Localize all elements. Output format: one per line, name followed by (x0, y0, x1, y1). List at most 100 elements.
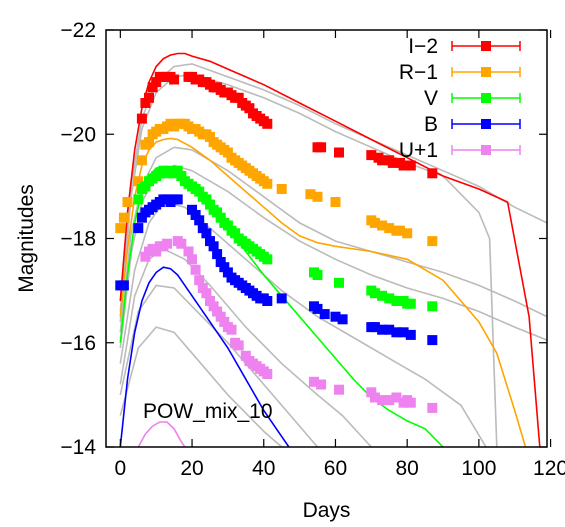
data-point-4-16 (208, 301, 219, 312)
model-curves (119, 52, 541, 447)
data-point-4-15 (205, 296, 215, 306)
x-tick-label: 60 (324, 457, 347, 480)
model-line-1 (119, 137, 527, 447)
x-tick-label: 0 (114, 457, 126, 480)
data-point-2-0 (133, 194, 144, 205)
data-point-3-35 (262, 296, 273, 306)
data-point-3-45 (384, 324, 395, 335)
data-point-0-38 (377, 155, 388, 166)
data-point-1-3 (133, 176, 144, 187)
data-point-4-18 (215, 311, 226, 322)
data-point-4-3 (151, 246, 162, 257)
data-point-2-39 (334, 277, 344, 288)
x-tick-label: 80 (395, 457, 418, 480)
data-point-4-36 (377, 395, 388, 406)
data-point-4-6 (162, 238, 172, 249)
data-point-0-9 (169, 74, 180, 85)
data-point-0-34 (316, 142, 327, 153)
data-point-3-14 (187, 204, 197, 215)
data-point-2-36 (262, 254, 273, 265)
data-point-1-6 (144, 137, 154, 148)
data-point-0-1 (140, 98, 151, 108)
data-point-3-23 (219, 262, 230, 273)
data-point-4-41 (405, 397, 416, 408)
data-point-2-44 (391, 296, 402, 306)
model-line-4 (137, 421, 186, 447)
data-point-2-22 (212, 207, 223, 218)
data-point-2-47 (405, 298, 416, 309)
y-axis-title: Magnitudes (15, 184, 38, 293)
data-point-1-40 (276, 184, 287, 194)
comparison-model-line-7 (119, 326, 283, 447)
data-point-4-23 (233, 340, 244, 351)
data-point-2-38 (312, 270, 323, 280)
legend-marker-0 (481, 41, 491, 51)
data-point-2-25 (222, 220, 233, 231)
x-tick-label: 120 (533, 457, 565, 480)
data-point-3-39 (319, 309, 330, 320)
data-point-4-38 (391, 392, 402, 403)
y-tick-label: −20 (60, 123, 96, 146)
data-point-3-48 (405, 329, 416, 340)
data-point-2-27 (230, 228, 241, 239)
data-point-4-42 (427, 402, 438, 413)
data-point-4-37 (384, 395, 395, 406)
data-point-4-31 (309, 376, 319, 387)
data-point-0-42 (398, 160, 409, 171)
data-point-1-49 (395, 225, 405, 236)
data-point-2-23 (215, 212, 226, 223)
plot-frame (105, 29, 548, 448)
y-tick-label: −16 (60, 332, 96, 355)
y-tick-label: −18 (60, 228, 96, 251)
x-tick-label: 20 (180, 457, 203, 480)
data-point-3-22 (215, 257, 226, 267)
data-point-3-40 (330, 311, 341, 322)
data-point-3-15 (190, 210, 201, 220)
data-point-2-2 (140, 181, 151, 192)
legend-label-1: R−1 (399, 61, 438, 84)
data-point-3-46 (391, 327, 402, 338)
data-point-4-0 (140, 251, 151, 262)
data-point-4-14 (201, 288, 212, 299)
data-point-0-27 (244, 103, 255, 114)
data-point-1-28 (222, 147, 233, 158)
data-point-0-2 (144, 92, 154, 103)
data-point-3-36 (276, 293, 287, 304)
data-point-1-4 (136, 155, 147, 166)
data-point-1-43 (330, 197, 341, 207)
data-point-0-43 (405, 160, 416, 171)
data-point-3-3 (136, 212, 147, 223)
comparison-model-line-6 (119, 284, 319, 447)
data-point-3-44 (377, 324, 388, 335)
data-point-4-32 (316, 379, 327, 390)
data-point-3-2 (133, 223, 144, 234)
data-point-3-38 (312, 303, 323, 314)
data-point-4-11 (190, 264, 201, 275)
legend: I−2 R−1 VB U+1 (399, 35, 521, 162)
data-point-2-43 (384, 293, 395, 304)
legend-marker-2 (481, 93, 491, 103)
data-point-3-21 (212, 249, 223, 260)
data-point-3-13 (172, 194, 183, 205)
data-point-0-40 (387, 157, 398, 168)
data-point-3-18 (201, 228, 212, 239)
model-line-3 (119, 266, 290, 447)
y-tick-label: −22 (60, 19, 96, 42)
data-point-0-44 (427, 168, 438, 179)
data-point-1-51 (427, 236, 438, 247)
data-point-4-8 (176, 238, 187, 249)
x-tick-label: 100 (461, 457, 496, 480)
data-point-4-19 (219, 316, 230, 327)
data-point-1-47 (384, 223, 395, 234)
data-point-2-12 (176, 171, 187, 181)
data-point-2-19 (201, 194, 212, 205)
comparison-model-line-5 (119, 247, 372, 447)
data-point-1-2 (122, 197, 133, 207)
data-point-4-34 (366, 387, 377, 398)
data-point-2-48 (427, 301, 438, 312)
data-point-1-0 (115, 223, 126, 234)
legend-label-0: I−2 (408, 35, 438, 58)
data-point-4-30 (262, 369, 273, 379)
legend-label-3: B (424, 113, 438, 136)
